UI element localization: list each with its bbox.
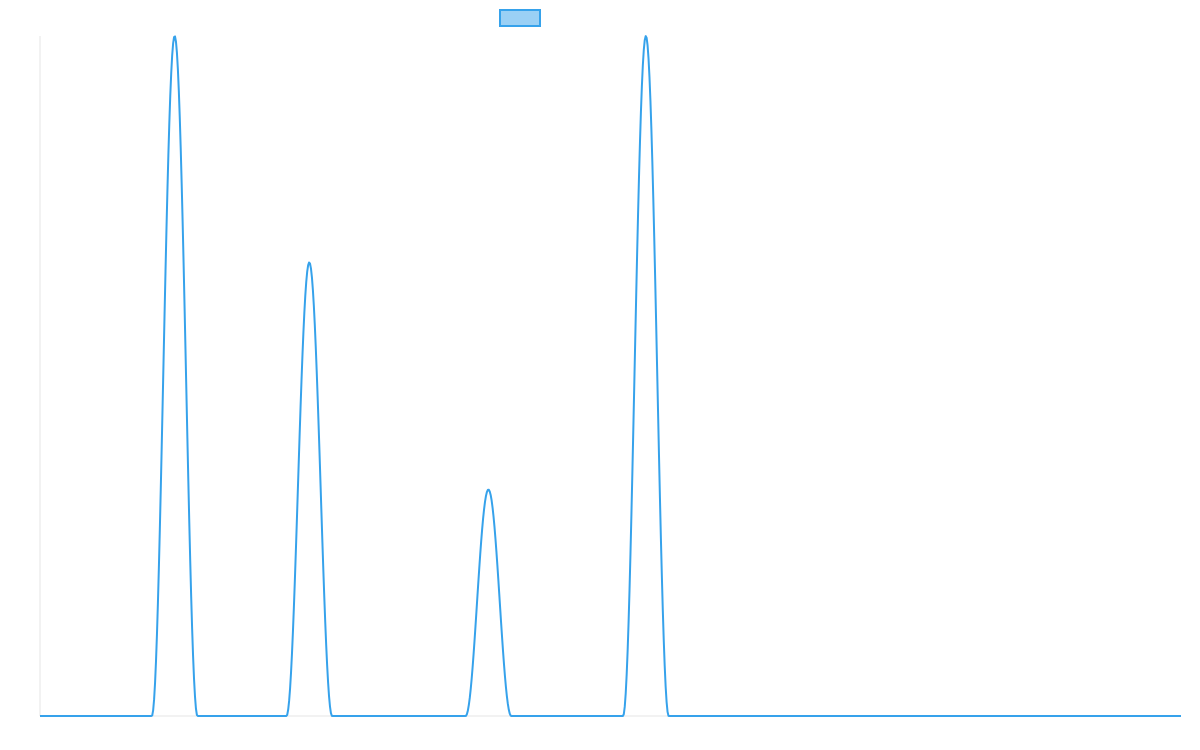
axes [39,36,1181,717]
series-line[interactable] [39,35,1182,717]
series-layer [39,33,1182,717]
data-point-peak-3[interactable] [485,487,491,493]
legend-swatch[interactable] [499,9,541,27]
legend[interactable] [499,9,541,27]
data-point-peak-4[interactable] [643,33,649,39]
data-point-peak-1[interactable] [172,33,178,39]
data-point-peak-2[interactable] [306,259,312,265]
